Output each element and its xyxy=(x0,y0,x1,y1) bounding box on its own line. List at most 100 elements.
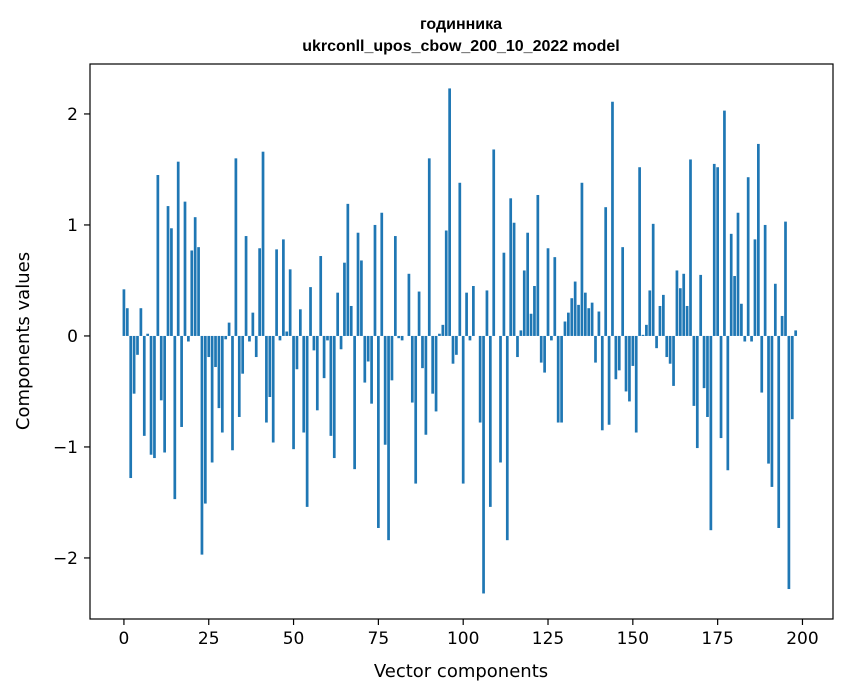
bar xyxy=(142,335,146,436)
bar xyxy=(363,335,367,383)
bar xyxy=(441,324,445,336)
bar xyxy=(465,292,468,336)
bar xyxy=(180,335,183,427)
bar xyxy=(366,335,370,362)
bar xyxy=(461,335,465,484)
bar xyxy=(254,335,258,358)
bar xyxy=(448,88,451,336)
bar xyxy=(146,333,150,336)
bar xyxy=(777,335,781,528)
bar xyxy=(455,335,458,355)
bar xyxy=(689,159,692,336)
bar xyxy=(305,335,309,507)
bar xyxy=(166,206,170,336)
bar xyxy=(488,335,492,507)
bar xyxy=(522,270,526,336)
y-tick-label: −2 xyxy=(53,549,78,569)
bar xyxy=(410,335,414,403)
bar xyxy=(638,167,641,336)
bar xyxy=(692,335,696,406)
bar xyxy=(655,335,658,349)
bar xyxy=(407,273,411,336)
bar xyxy=(227,322,231,336)
bar xyxy=(556,335,560,423)
bar xyxy=(794,330,798,336)
bar xyxy=(702,335,706,389)
bar xyxy=(672,335,675,386)
bar xyxy=(129,335,133,479)
bar xyxy=(784,221,787,336)
bar xyxy=(322,335,326,379)
bar xyxy=(740,303,743,336)
bar xyxy=(356,232,360,336)
bar xyxy=(298,309,302,336)
bar xyxy=(136,335,139,355)
bar xyxy=(421,335,424,369)
bar xyxy=(244,236,248,336)
bar xyxy=(149,335,153,455)
bar xyxy=(526,232,530,336)
x-tick-label: 25 xyxy=(198,629,220,649)
bar xyxy=(577,304,580,336)
bar xyxy=(790,335,794,420)
bar xyxy=(729,233,733,336)
bar xyxy=(302,335,306,433)
bar xyxy=(651,223,655,336)
bar xyxy=(719,335,723,439)
bar xyxy=(278,335,282,341)
bar xyxy=(763,224,767,336)
bar xyxy=(580,182,584,336)
bar xyxy=(339,335,343,350)
x-tick-label: 175 xyxy=(701,629,733,649)
bar xyxy=(546,248,550,336)
bar xyxy=(370,335,373,404)
bar xyxy=(712,163,716,336)
bar xyxy=(261,151,265,336)
bar xyxy=(377,335,380,528)
plot-area-frame xyxy=(89,63,834,620)
bar xyxy=(153,335,156,459)
bar xyxy=(393,236,397,336)
bar xyxy=(183,201,187,336)
bar xyxy=(706,335,709,417)
bar xyxy=(170,228,173,336)
bar xyxy=(695,335,699,449)
bar xyxy=(332,335,336,459)
bar xyxy=(536,194,540,336)
bar xyxy=(699,274,703,336)
bar xyxy=(753,239,757,336)
bar xyxy=(597,311,601,336)
bar xyxy=(349,305,353,336)
bar xyxy=(424,335,428,435)
bar xyxy=(611,101,614,336)
bar xyxy=(641,334,645,336)
bar xyxy=(733,276,736,336)
bar xyxy=(285,331,289,336)
bar xyxy=(560,335,563,423)
bar xyxy=(665,335,669,358)
bar xyxy=(617,335,621,371)
bar xyxy=(485,290,489,336)
bar xyxy=(380,212,384,336)
bar xyxy=(417,291,421,336)
bar xyxy=(214,335,217,368)
x-tick-label: 100 xyxy=(447,629,479,649)
bar xyxy=(736,212,740,336)
bar xyxy=(458,182,462,336)
bar xyxy=(767,335,770,464)
bar xyxy=(353,335,356,470)
bar xyxy=(309,287,312,336)
bar xyxy=(533,286,536,336)
bar xyxy=(583,292,587,336)
bar xyxy=(360,260,363,336)
bar xyxy=(431,335,435,394)
y-axis-ticks: −2 −1 0 1 2 xyxy=(53,105,90,569)
bar xyxy=(156,175,160,336)
bar xyxy=(414,335,418,484)
bar xyxy=(173,335,177,500)
bar xyxy=(438,333,441,336)
bar xyxy=(757,143,760,336)
bar xyxy=(315,335,319,411)
bar xyxy=(512,222,516,336)
bar xyxy=(614,335,618,380)
